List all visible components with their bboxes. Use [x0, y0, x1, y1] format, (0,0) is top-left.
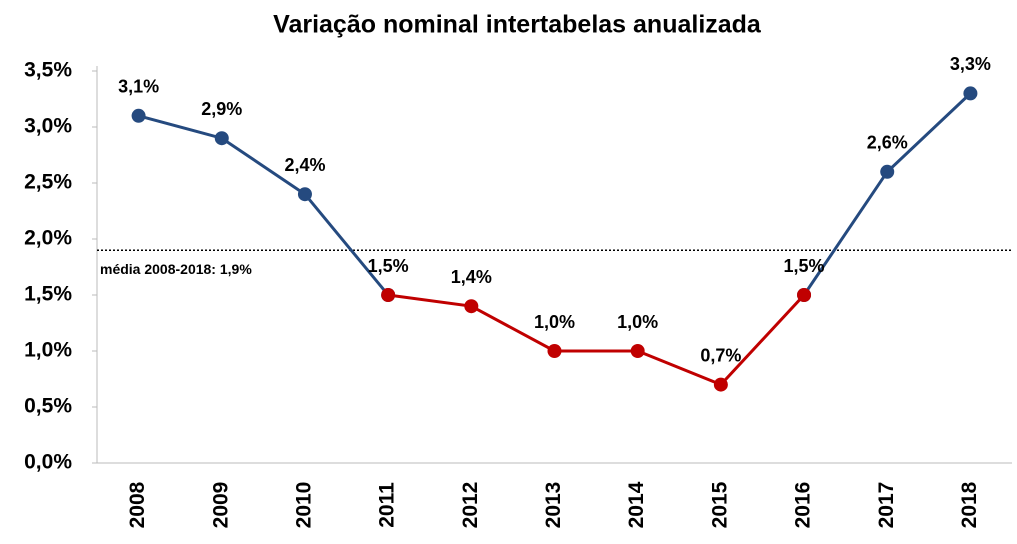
y-tick-label: 0,0% — [24, 451, 72, 474]
data-label: 2,6% — [867, 133, 908, 153]
x-tick-label: 2012 — [459, 482, 482, 529]
data-label: 1,5% — [368, 256, 409, 276]
y-tick-label: 1,0% — [24, 339, 72, 362]
data-label: 1,0% — [617, 312, 658, 332]
x-tick-label: 2014 — [625, 481, 648, 528]
x-tick-label: 2017 — [875, 482, 898, 529]
data-label: 1,0% — [534, 312, 575, 332]
marker — [713, 377, 728, 392]
x-tick-label: 2015 — [708, 481, 731, 528]
data-label: 1,5% — [784, 256, 825, 276]
x-tick-label: 2013 — [542, 482, 565, 529]
mean-label: média 2008-2018: 1,9% — [100, 261, 252, 277]
y-tick-label: 2,0% — [24, 227, 72, 250]
marker — [381, 288, 396, 302]
data-label: 3,1% — [118, 77, 159, 97]
line — [802, 92, 972, 296]
x-tick-label: 2008 — [126, 481, 149, 528]
x-tick-label: 2010 — [293, 482, 316, 529]
x-tick-label: 2009 — [209, 482, 232, 529]
marker — [797, 288, 812, 302]
x-tick-label: 2011 — [376, 482, 399, 528]
data-label: 0,7% — [700, 345, 741, 365]
data-label: 3,3% — [950, 54, 991, 74]
y-tick-label: 0,5% — [24, 395, 72, 418]
x-tick-label: 2018 — [958, 481, 981, 528]
marker — [547, 344, 562, 358]
data-label: 2,4% — [284, 155, 325, 175]
y-tick-label: 3,5% — [24, 59, 72, 82]
data-label: 1,4% — [451, 267, 492, 287]
data-label: 2,9% — [201, 99, 242, 119]
line — [387, 293, 806, 387]
marker — [464, 299, 479, 314]
marker — [630, 344, 645, 358]
marker — [963, 86, 978, 101]
marker — [214, 131, 229, 146]
y-tick-label: 1,5% — [24, 283, 72, 306]
marker — [297, 187, 312, 202]
chart-title: Variação nominal intertabelas anualizada — [273, 11, 762, 39]
marker — [880, 164, 895, 179]
x-tick-label: 2016 — [792, 482, 815, 529]
line — [138, 114, 390, 296]
marker — [131, 108, 146, 123]
y-tick-label: 3,0% — [24, 115, 72, 138]
y-tick-label: 2,5% — [24, 171, 72, 194]
